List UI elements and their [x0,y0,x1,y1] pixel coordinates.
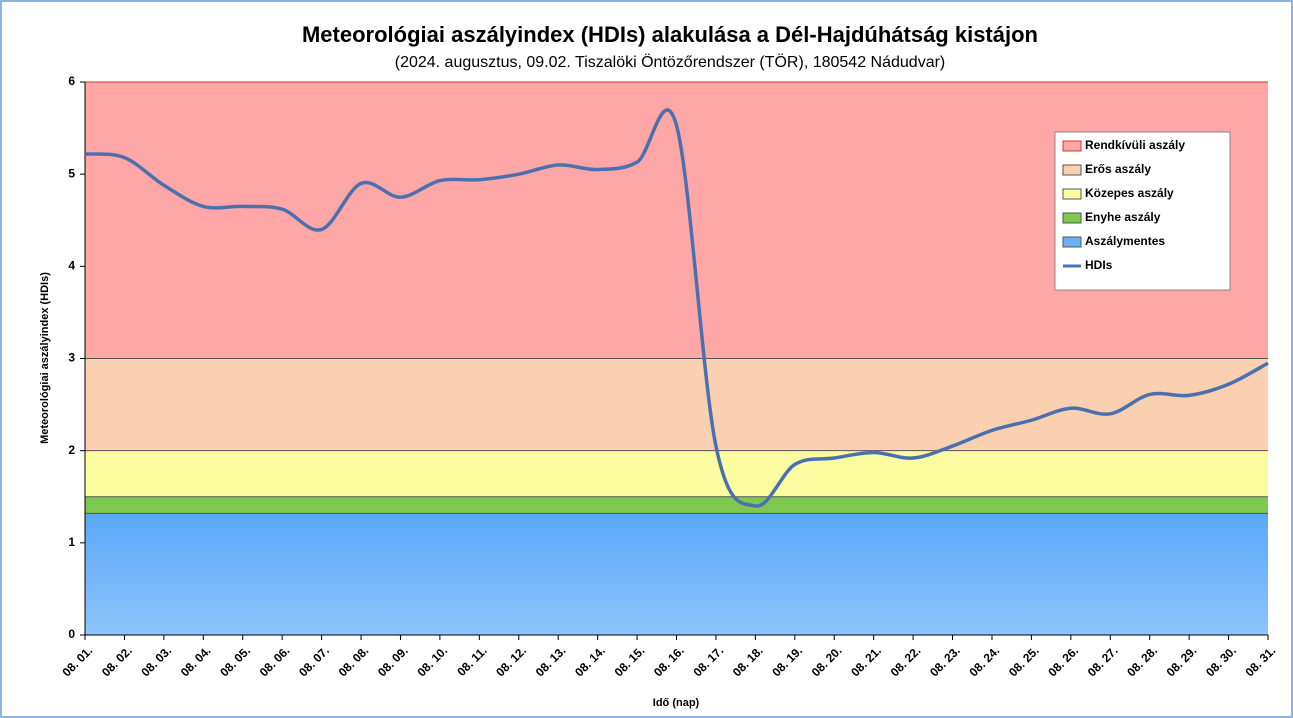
chart-title: Meteorológiai aszályindex (HDIs) alakulá… [302,22,1038,47]
legend-swatch [1062,212,1082,224]
legend-swatch [1062,188,1082,200]
y-tick-label: 0 [68,627,75,641]
band [85,358,1268,451]
y-tick-label: 5 [68,166,75,180]
x-axis-label: Idő (nap) [653,697,700,709]
legend-label: Erős aszály [1085,162,1151,176]
y-tick-label: 2 [68,443,75,457]
y-tick-label: 6 [68,74,75,88]
legend-label: HDIs [1085,258,1113,272]
band [85,513,1268,635]
legend-swatch [1062,140,1082,152]
legend-label: Rendkívüli aszály [1085,138,1185,152]
data-line [84,108,1269,508]
band [85,496,1268,514]
legend-label: Enyhe aszály [1085,210,1161,224]
y-axis-label: Meteorológiai aszályindex (HDIs) [39,272,51,444]
legend-swatch [1062,164,1082,176]
legend-swatch [1062,236,1082,248]
y-tick-label: 4 [68,259,75,273]
y-tick-label: 1 [68,535,75,549]
chart-subtitle: (2024. augusztus, 09.02. Tiszalöki Öntöz… [395,53,946,71]
legend-label: Aszálymentes [1085,234,1165,248]
legend-box [1054,131,1231,291]
legend-label: Közepes aszály [1085,186,1174,200]
y-tick-label: 3 [68,351,75,365]
band [85,450,1268,497]
